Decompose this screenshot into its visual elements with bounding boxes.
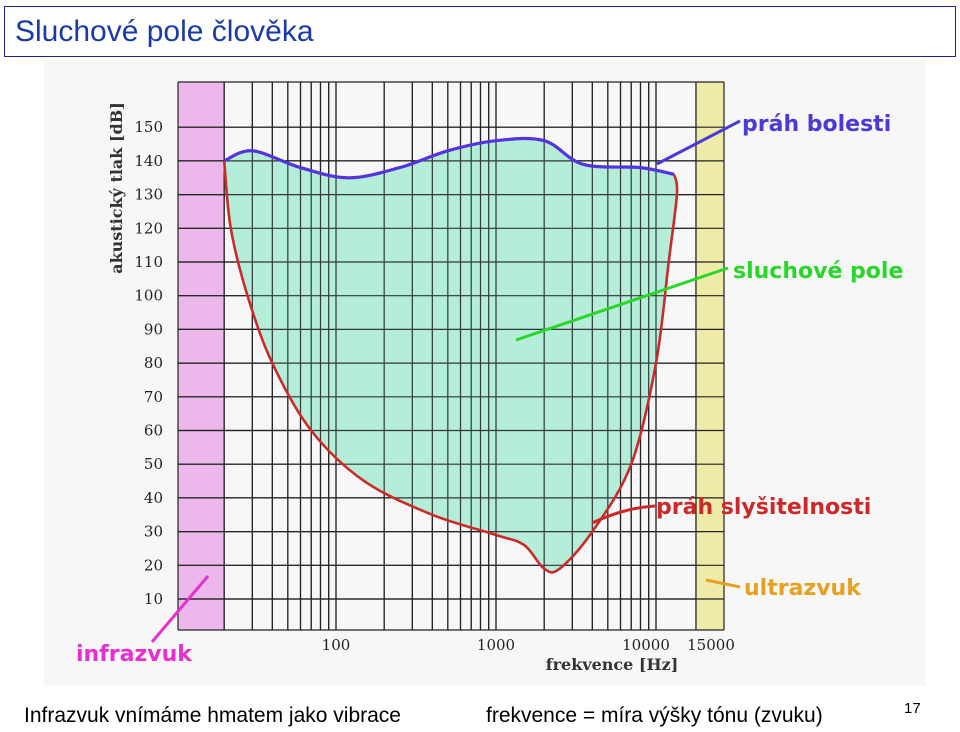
ultrasound-band [696,82,724,630]
y-axis-label: akustický tlak [dB] [107,102,126,274]
y-tick-label: 150 [134,118,163,136]
label-hearing-field: sluchové pole [733,259,903,284]
y-tick-label: 100 [134,287,163,305]
y-tick-label: 20 [144,556,163,574]
y-tick-label: 40 [144,489,163,507]
pain-label-pointer [656,119,741,166]
x-tick-label: 15000 [687,636,735,654]
y-tick-label: 50 [144,455,163,473]
label-pain-threshold: práh bolesti [742,112,891,137]
infrasound-band [178,82,225,630]
x-tick-label: 100 [322,636,351,654]
y-tick-label: 110 [134,253,163,271]
chart-area: 10 20 30 40 50 60 70 80 90 100 110 120 130 140 150 100 1… [44,60,926,686]
hearing-threshold-line [222,160,679,574]
footer-note-infrasound: Infrazvuk vnímáme hmatem jako vibrace [24,704,401,727]
footer-note-frequency: frekvence = míra výšky tónu (zvuku) [486,704,823,727]
pain-threshold-line [223,136,675,180]
ultra-label-pointer [705,578,741,589]
y-tick-label: 10 [144,590,163,608]
y-tick-label: 30 [144,523,163,541]
field-label-pointer [515,266,729,342]
x-tick-label: 10000 [622,636,670,654]
y-tick-label: 120 [134,219,163,237]
label-ultrasound: ultrazvuk [744,576,862,601]
hearing-field-chart: 10 20 30 40 50 60 70 80 90 100 110 120 130 140 150 100 1… [76,81,903,674]
y-tick-label: 90 [144,320,163,338]
x-tick-label: 1000 [477,636,515,654]
y-tick-label: 80 [144,354,163,372]
y-tick-label: 70 [144,388,163,406]
page-number: 17 [904,700,921,717]
label-infrasound: infrazvuk [76,642,193,667]
x-axis-label: frekvence [Hz] [546,655,679,674]
label-hearing-threshold: práh slyšitelnosti [656,495,871,520]
y-tick-label: 60 [144,422,163,440]
y-tick-label: 140 [134,152,163,170]
y-tick-label: 130 [134,186,163,204]
title-box: Sluchové pole člověka [4,6,956,57]
infra-label-pointer [150,575,210,643]
threshold-label-pointer [591,504,656,525]
slide-title: Sluchové pole člověka [15,15,314,48]
